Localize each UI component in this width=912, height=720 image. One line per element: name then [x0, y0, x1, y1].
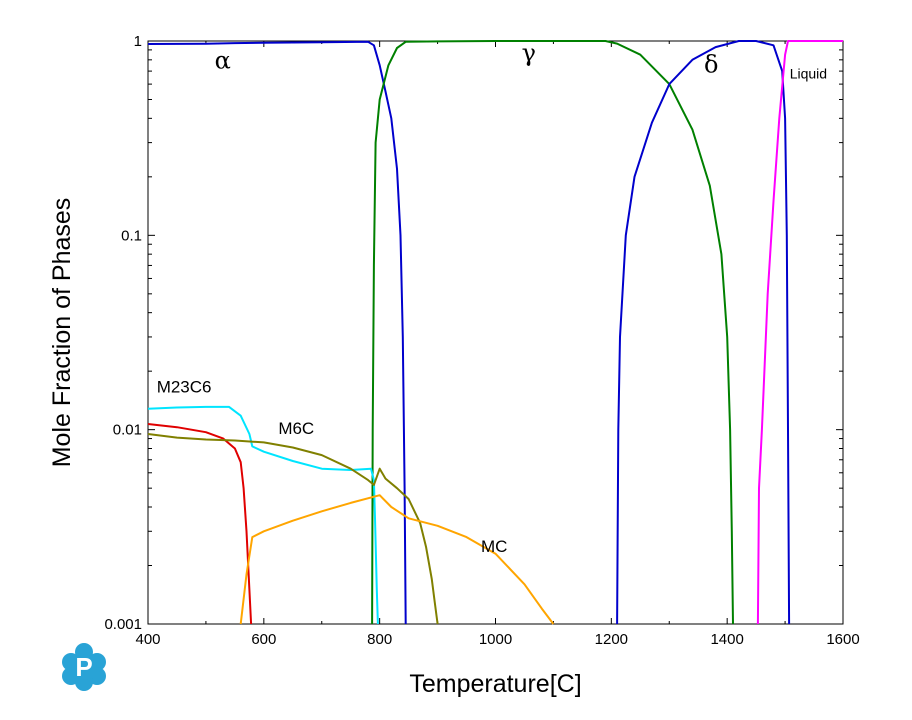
series-line-phase [371, 40, 734, 625]
x-tick-label: 600 [251, 631, 276, 648]
phase-annotation: M23C6 [157, 378, 212, 397]
phase-annotation: α [215, 47, 231, 75]
phase-annotation: δ [704, 50, 718, 78]
x-tick-label: 1600 [826, 631, 859, 648]
series-line-m6c [147, 433, 439, 625]
x-tick-label: 1400 [710, 631, 743, 648]
y-tick-label: 1 [134, 33, 142, 50]
x-tick-label: 800 [367, 631, 392, 648]
x-tick-label: 1200 [595, 631, 628, 648]
logo-bubbles [62, 643, 106, 691]
phase-annotation: M6C [278, 419, 314, 438]
phase-annotation: MC [481, 537, 507, 556]
logo-letter: P [75, 652, 92, 682]
x-tick-label: 400 [135, 631, 160, 648]
y-tick-label: 0.1 [121, 227, 142, 244]
series-line-red [147, 423, 253, 625]
series-line-m23c6 [147, 405, 379, 625]
x-tick-label: 1000 [479, 631, 512, 648]
series-line-liquid [756, 40, 843, 625]
y-tick-label: 0.001 [104, 616, 142, 633]
plot-area: 400 600 800 1000 1200 1400 1600 0.001 0.01 0.1 1 α γ… [104, 33, 859, 648]
series-line-phase [616, 40, 791, 625]
series-line-mc [239, 494, 555, 625]
phase-annotation: γ [522, 39, 536, 67]
y-axis-title: Mole Fraction of Phases [48, 198, 76, 468]
series-line-phase [147, 40, 407, 625]
x-axis-title: Temperature[C] [409, 670, 581, 698]
computherm-p-logo-icon: P [62, 643, 106, 691]
y-tick-label: 0.01 [113, 422, 142, 439]
phase-annotation: Liquid [790, 66, 827, 82]
